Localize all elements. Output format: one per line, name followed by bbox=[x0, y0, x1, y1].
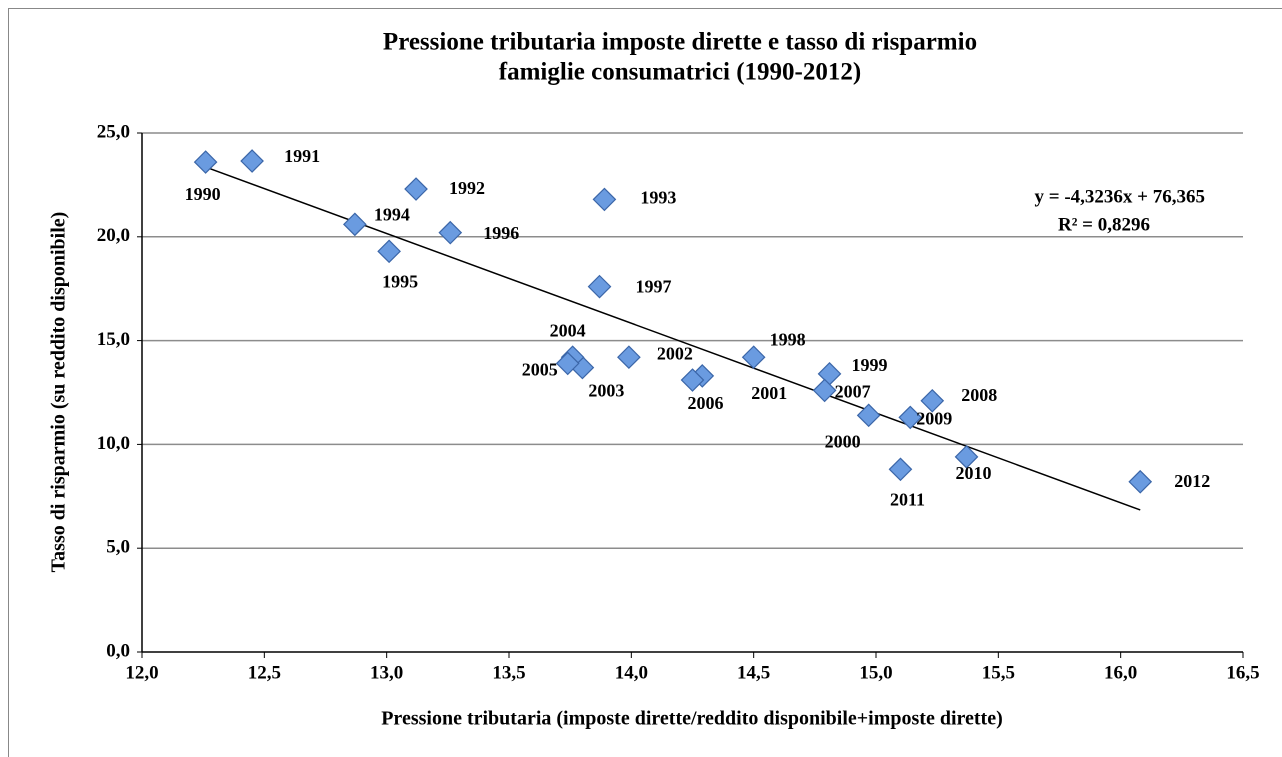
point-label: 2002 bbox=[657, 343, 693, 363]
point-label: 1996 bbox=[483, 223, 519, 243]
point bbox=[920, 388, 945, 413]
x-tick-label: 12,0 bbox=[125, 662, 158, 683]
x-tick-label: 13,0 bbox=[370, 662, 403, 683]
chart-frame bbox=[8, 8, 1282, 757]
y-tick-label: 15,0 bbox=[97, 329, 130, 350]
point bbox=[680, 368, 705, 392]
point-label: 2012 bbox=[1174, 471, 1210, 491]
point-label: 1993 bbox=[640, 188, 676, 208]
point bbox=[404, 177, 428, 201]
trendline-r2: R² = 0,8296 bbox=[1058, 214, 1150, 235]
point-label: 2006 bbox=[688, 393, 724, 413]
point bbox=[587, 274, 612, 299]
point-label: 1998 bbox=[770, 329, 806, 349]
point-label: 2003 bbox=[588, 381, 624, 401]
x-tick-label: 14,0 bbox=[615, 662, 648, 683]
point bbox=[592, 187, 617, 212]
point bbox=[741, 345, 766, 370]
point-label: 2001 bbox=[751, 383, 787, 403]
x-tick-label: 13,5 bbox=[492, 662, 525, 683]
y-tick-label: 20,0 bbox=[97, 225, 130, 246]
x-tick-label: 12,5 bbox=[248, 662, 281, 683]
point bbox=[438, 220, 463, 245]
point bbox=[617, 345, 641, 370]
x-tick-label: 15,0 bbox=[859, 662, 892, 683]
point bbox=[812, 378, 837, 403]
trendline bbox=[205, 166, 1141, 511]
x-tick-label: 15,5 bbox=[982, 662, 1015, 683]
y-tick-label: 25,0 bbox=[97, 121, 130, 142]
point-label: 2010 bbox=[956, 463, 992, 483]
point bbox=[240, 149, 264, 173]
point bbox=[954, 445, 979, 469]
x-tick-label: 16,0 bbox=[1104, 662, 1137, 683]
point bbox=[1128, 469, 1153, 494]
chart-title: Pressione tributaria imposte dirette e t… bbox=[383, 29, 977, 56]
point-label: 1990 bbox=[185, 184, 221, 204]
point bbox=[888, 457, 913, 482]
point-label: 2000 bbox=[825, 431, 861, 451]
point-label: 2004 bbox=[550, 320, 586, 340]
point bbox=[555, 351, 580, 376]
x-tick-label: 14,5 bbox=[737, 662, 770, 683]
point-label: 1999 bbox=[852, 355, 888, 375]
y-tick-label: 5,0 bbox=[106, 537, 130, 558]
point-label: 1992 bbox=[449, 178, 485, 198]
y-tick-label: 10,0 bbox=[97, 433, 130, 454]
point bbox=[377, 239, 401, 264]
trendline-equation: y = -4,3236x + 76,365 bbox=[1035, 186, 1205, 207]
point-label: 1997 bbox=[636, 277, 672, 297]
y-axis-title: Tasso di risparmio (su reddito disponibi… bbox=[48, 212, 70, 573]
point-label: 2009 bbox=[916, 409, 952, 429]
x-axis-title: Pressione tributaria (imposte dirette/re… bbox=[381, 708, 1003, 730]
point-label: 2007 bbox=[835, 382, 871, 402]
point-label: 2005 bbox=[522, 360, 558, 380]
point bbox=[898, 405, 923, 430]
point bbox=[856, 403, 881, 428]
point bbox=[343, 212, 367, 237]
chart-subtitle: famiglie consumatrici (1990-2012) bbox=[499, 59, 861, 86]
x-tick-label: 16,5 bbox=[1226, 662, 1259, 683]
point-label: 1995 bbox=[382, 271, 418, 291]
point-label: 1994 bbox=[374, 204, 410, 224]
point-label: 2008 bbox=[961, 385, 997, 405]
point bbox=[193, 150, 218, 174]
y-tick-label: 0,0 bbox=[106, 640, 130, 661]
point-label: 2011 bbox=[890, 489, 925, 509]
point-label: 1991 bbox=[284, 146, 320, 166]
